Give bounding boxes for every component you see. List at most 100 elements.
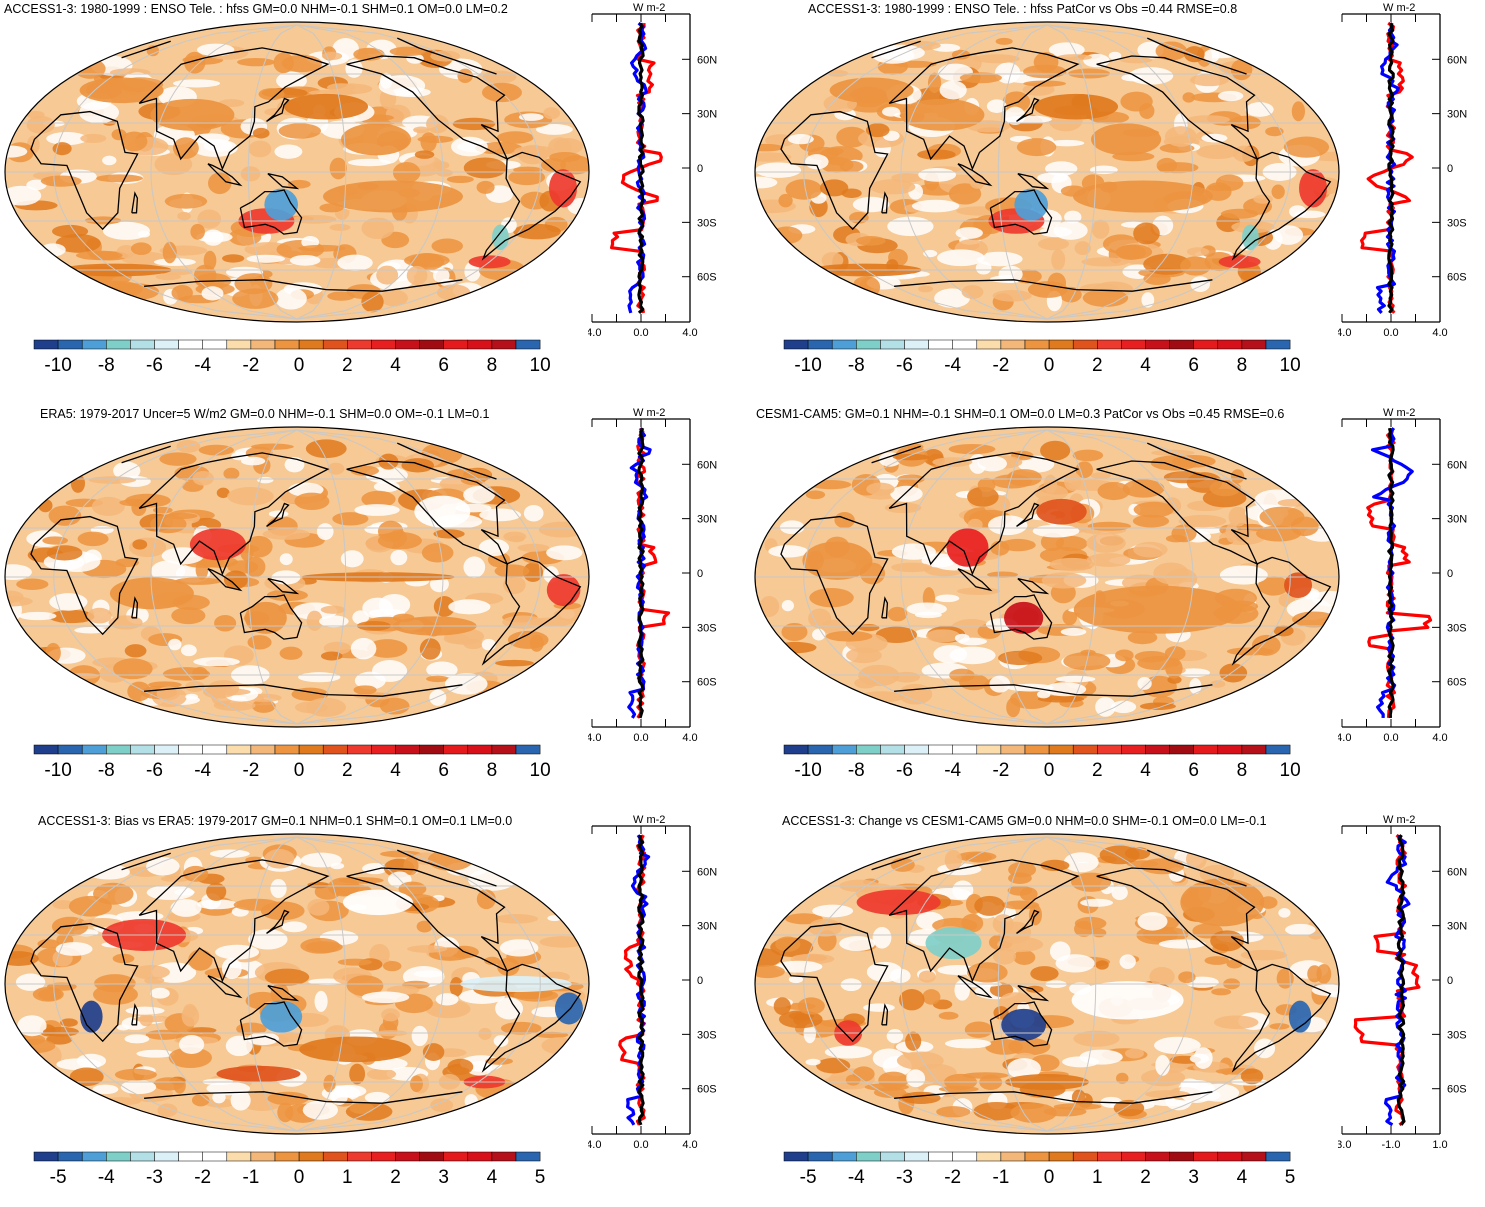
- japan-outline: [1016, 909, 1040, 934]
- field-cell: [463, 556, 486, 578]
- colorbar-swatch: [1169, 1151, 1194, 1162]
- field-cell: [925, 629, 961, 643]
- field-cell: [1253, 194, 1273, 204]
- field-cell: [494, 914, 539, 924]
- anomaly-blob: [79, 77, 164, 104]
- field-cell: [102, 155, 117, 166]
- field-cell: [529, 634, 544, 652]
- profile-black-line: [1387, 427, 1395, 718]
- colorbar-swatch: [1193, 1151, 1219, 1162]
- field-cell: [1110, 700, 1137, 714]
- field-cell: [1122, 479, 1165, 498]
- field-cell: [223, 467, 240, 480]
- longitude-line: [900, 836, 1048, 1132]
- colorbar-swatch: [904, 339, 929, 350]
- field-cell: [528, 617, 574, 627]
- field-cell: [1316, 964, 1332, 984]
- anomaly-blob: [414, 495, 471, 528]
- field-cell: [886, 1029, 904, 1044]
- field-cell: [153, 1077, 185, 1091]
- colorbar-label: 6: [1188, 760, 1199, 781]
- field-cell: [887, 216, 934, 237]
- japan-outline: [266, 97, 290, 122]
- field-cell: [995, 37, 1013, 45]
- field-cell: [873, 1087, 907, 1098]
- field-cell: [1000, 538, 1036, 552]
- field-cell: [430, 1098, 454, 1112]
- field-cell: [276, 71, 307, 90]
- colorbar-label: 2: [342, 760, 353, 781]
- field-cell: [1004, 106, 1026, 125]
- field-cell: [116, 911, 164, 922]
- greenland-outline: [871, 442, 1247, 480]
- longitude-line: [1046, 429, 1097, 725]
- field-cell: [329, 157, 347, 180]
- field-cell: [307, 898, 330, 916]
- field-cell: [291, 214, 337, 224]
- field-cell: [401, 458, 435, 473]
- field-cell: [215, 944, 260, 960]
- field-cell: [19, 611, 57, 621]
- field-cell: [549, 151, 581, 163]
- profile-blue-line: [1370, 427, 1414, 718]
- field-cell: [779, 520, 805, 535]
- field-cell: [918, 970, 936, 983]
- map-border: [754, 426, 1340, 728]
- colorbar-swatch: [856, 744, 881, 755]
- colorbar-swatch: [250, 1151, 276, 1162]
- colorbar-swatch: [1145, 744, 1170, 755]
- colorbar-label: -3: [146, 1167, 163, 1188]
- colorbar-label: -8: [98, 760, 115, 781]
- field-cell: [192, 666, 208, 680]
- longitude-line: [53, 836, 298, 1132]
- field-cell: [46, 132, 88, 146]
- colorbar-swatch: [57, 1151, 83, 1162]
- field-cell: [425, 999, 471, 1019]
- field-cell: [153, 258, 196, 266]
- field-cell: [954, 979, 970, 1001]
- lat-label: 30S: [697, 1029, 717, 1041]
- field-cell: [273, 52, 294, 74]
- colorbar-swatch: [322, 744, 348, 755]
- field-cell: [839, 160, 864, 173]
- field-cell: [494, 659, 534, 667]
- profile-unit: W m-2: [633, 2, 665, 14]
- longitude-line: [803, 24, 1048, 320]
- field-cell: [203, 250, 217, 271]
- world-map: [754, 833, 1340, 1135]
- field-cell: [959, 72, 1002, 84]
- colorbar-label: -4: [944, 760, 961, 781]
- field-cell: [431, 238, 463, 254]
- field-cell: [426, 114, 449, 134]
- new-guinea-outline: [267, 172, 300, 190]
- indonesia-outline: [207, 163, 243, 187]
- field-cell: [1228, 506, 1248, 527]
- field-cell: [1179, 1081, 1215, 1103]
- field-cell: [247, 1032, 280, 1046]
- field-cell: [808, 918, 842, 937]
- field-cell: [252, 127, 270, 139]
- field-cell: [244, 556, 266, 578]
- field-cell: [26, 115, 55, 134]
- longitude-line: [247, 24, 298, 320]
- field-cell: [1086, 553, 1131, 567]
- anomaly-blob: [342, 889, 413, 916]
- lat-label: 60S: [697, 677, 717, 689]
- north-america-outline: [346, 55, 509, 161]
- field-cell: [379, 850, 422, 858]
- africa-outline: [780, 110, 889, 231]
- field-cell: [125, 1006, 165, 1015]
- field-cell: [162, 241, 177, 264]
- field-cell: [113, 461, 141, 480]
- field-cell: [74, 58, 106, 79]
- field-cell: [1141, 292, 1155, 308]
- field-cell: [171, 607, 206, 625]
- field-cell: [196, 899, 238, 910]
- anomaly-blob: [260, 1000, 303, 1033]
- field-cell: [805, 154, 829, 170]
- field-cell: [267, 1091, 309, 1106]
- field-cell: [248, 929, 288, 950]
- field-cell: [413, 126, 430, 134]
- field-cell: [1149, 966, 1175, 987]
- longitude-line: [1046, 24, 1097, 320]
